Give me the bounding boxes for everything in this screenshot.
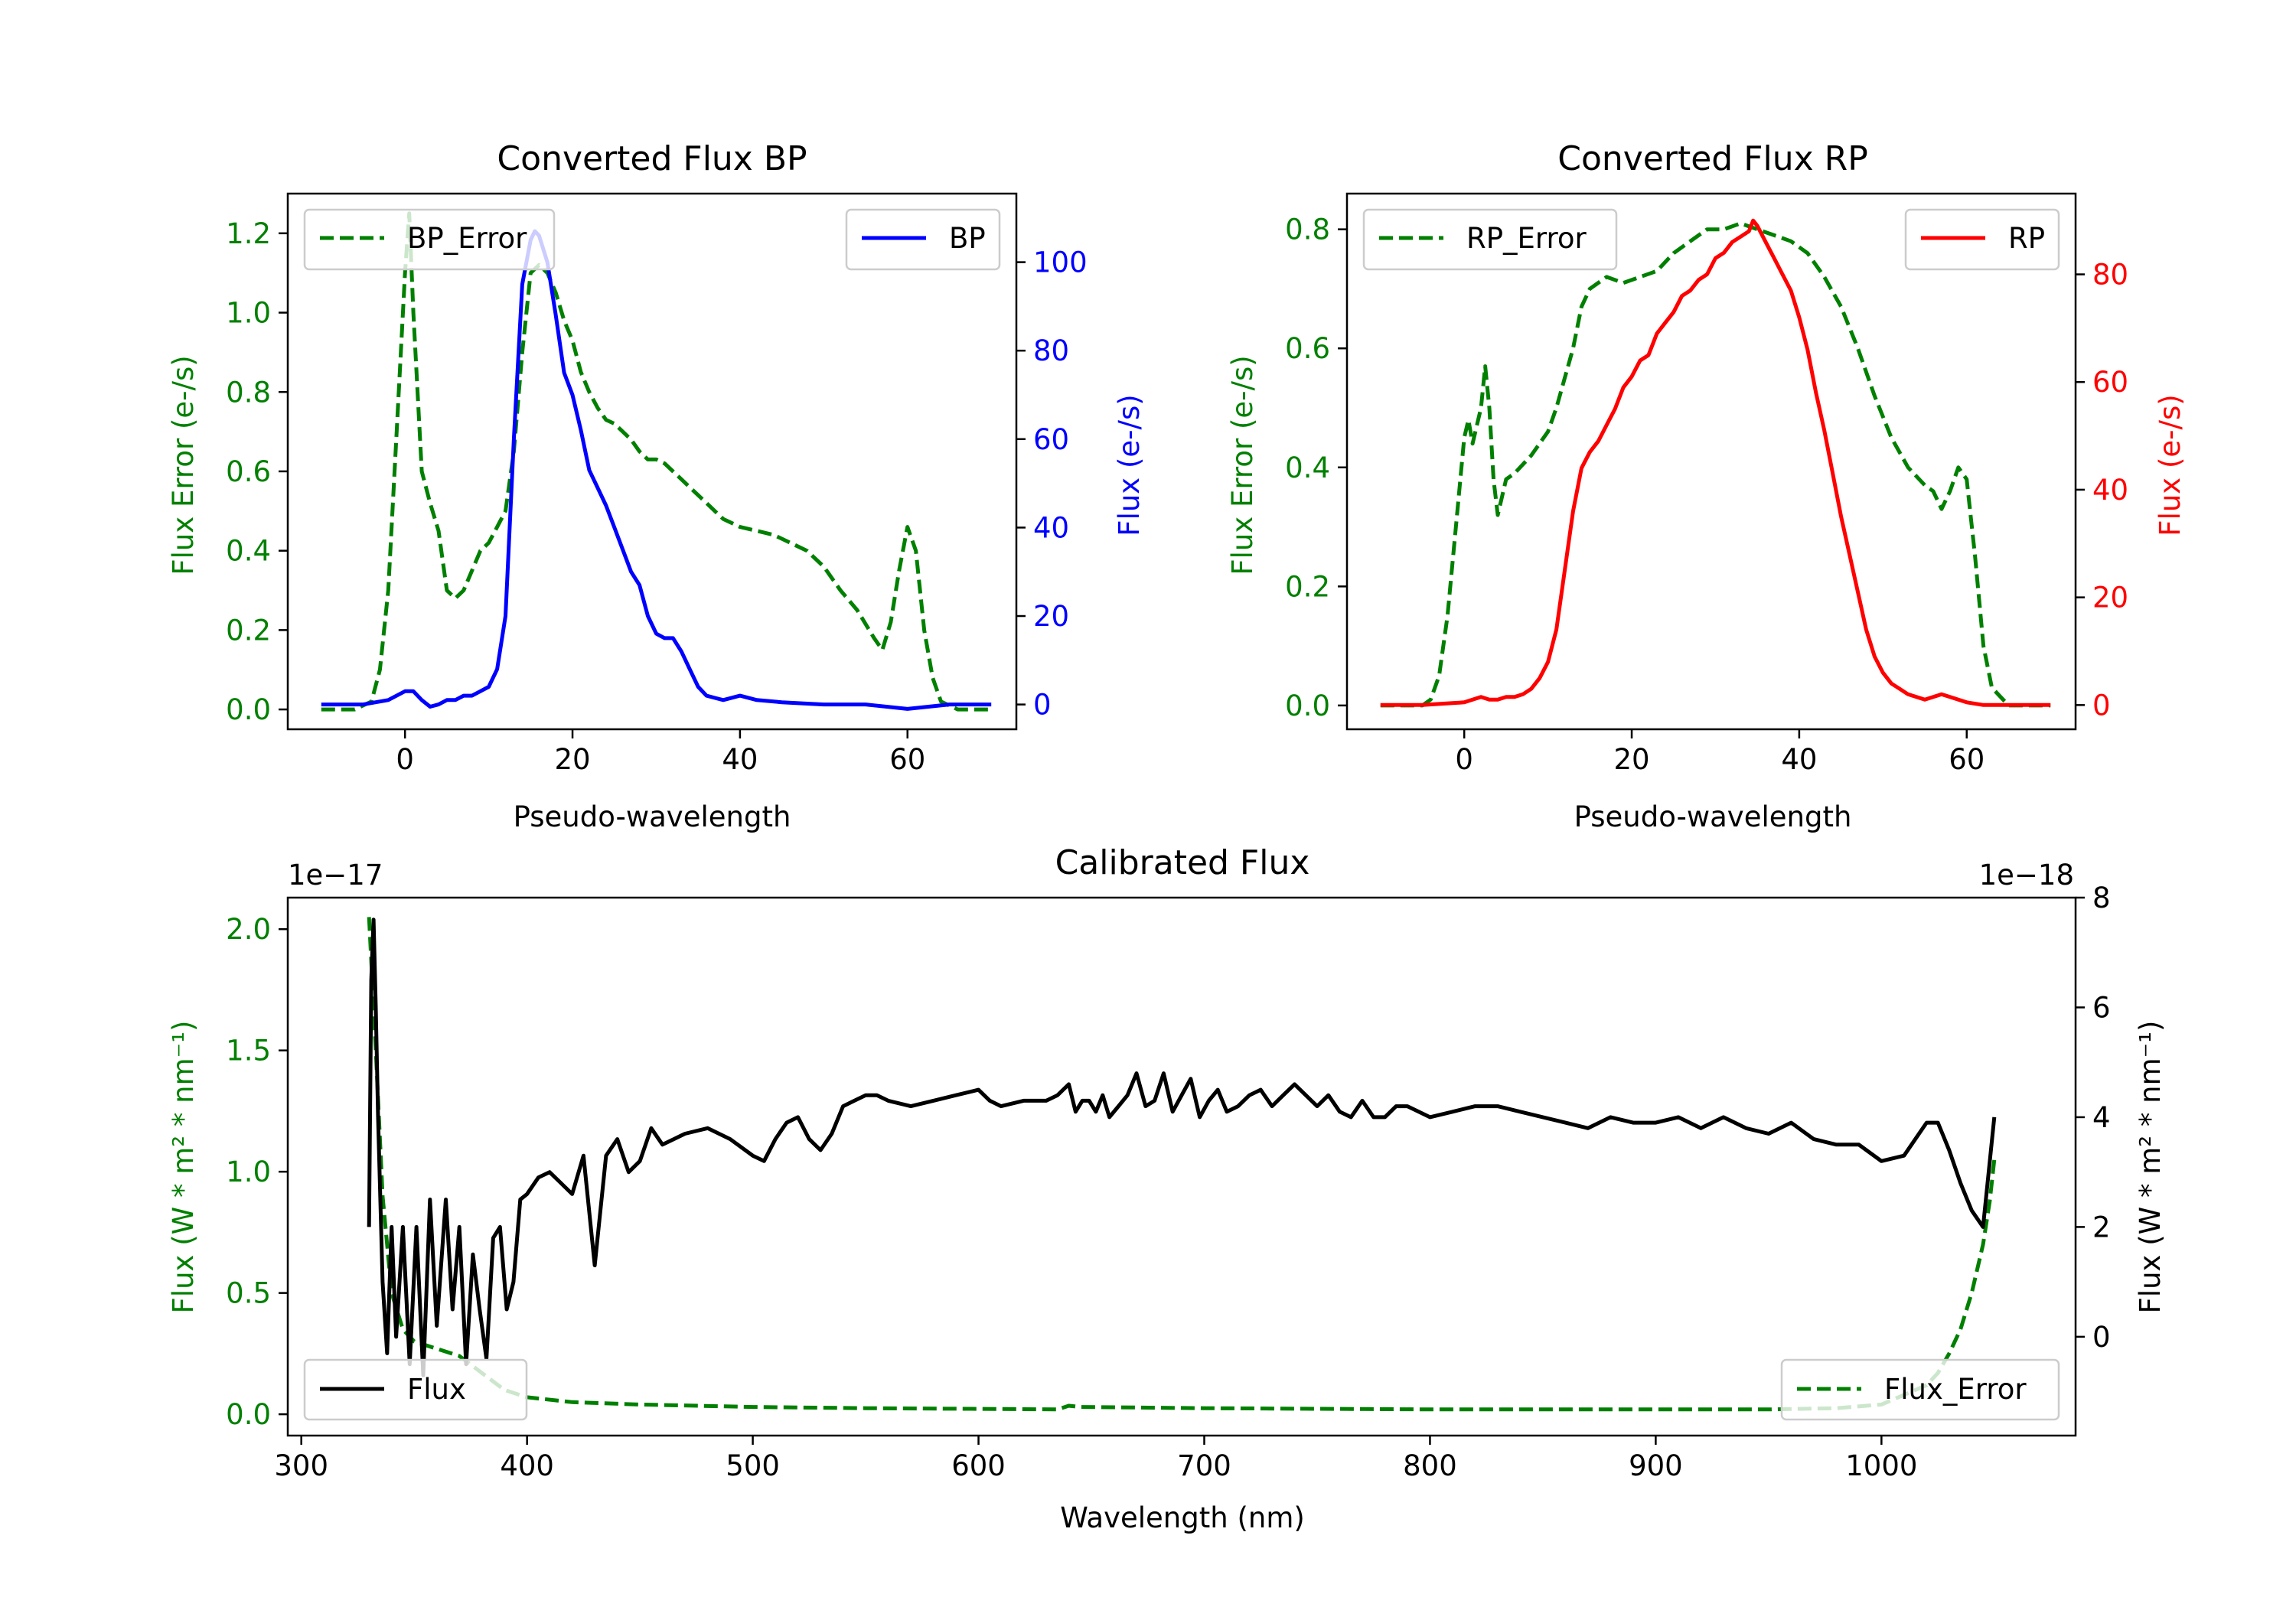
rp-axes-frame: [1345, 192, 2077, 731]
rp-ytick-right-label: 60: [2092, 366, 2128, 399]
rp-ytick-left-label: 0.8: [1285, 214, 1330, 246]
bp-ytick-left-label: 0.8: [226, 376, 271, 409]
cal-ytick-left-label: 0.5: [226, 1277, 271, 1310]
bp-ytick-right-label: 20: [1033, 600, 1069, 633]
bp-ytick-left-label: 1.0: [226, 297, 271, 330]
cal-ylabel-right: Flux (W * m² * nm⁻¹): [2134, 1021, 2167, 1314]
cal-ytick-right-label: 2: [2092, 1211, 2111, 1244]
rp-legend-right-label: RP: [2008, 222, 2045, 255]
rp-plot-area: 0 20 40 60 0.0 0.2 0.4 0.6 0.8 0 20 40 60 80: [1285, 192, 2128, 776]
rp-ylabel-left: Flux Error (e-/s): [1226, 355, 1259, 575]
bp-legend-left: BP_Error: [303, 208, 556, 271]
cal-title: Calibrated Flux: [1055, 843, 1310, 882]
cal-xtick-label: 800: [1403, 1449, 1457, 1482]
rp-subplot: Converted Flux RP 0 20 40 60 0.0 0.2 0.4 0.6 0.8…: [1226, 139, 2187, 833]
rp-ylabel-right: Flux (e-/s): [2154, 394, 2187, 536]
cal-xlabel: Wavelength (nm): [1060, 1501, 1305, 1534]
bp-ytick-left-label: 0.2: [226, 614, 271, 647]
cal-plot-area: 300 400 500 600 700 800 900 1000 0.0 0.5 1.0 1.5 2.0…: [226, 882, 2110, 1482]
bp-ytick-left-label: 0.0: [226, 693, 271, 726]
cal-ytick-right-label: 4: [2092, 1101, 2111, 1134]
bp-ytick-right-label: 60: [1033, 423, 1069, 456]
cal-legend-left-label: Flux: [407, 1373, 466, 1406]
bp-legend-left-label: BP_Error: [407, 222, 527, 255]
rp-ytick-right-label: 20: [2092, 582, 2128, 614]
bp-xtick-label: 60: [889, 743, 925, 776]
bp-series-bp-error-line: [321, 211, 992, 712]
bp-ytick-left-label: 1.2: [226, 217, 271, 250]
cal-xtick-label: 500: [726, 1449, 780, 1482]
rp-series-rp-line: [1380, 218, 2051, 707]
cal-xtick-label: 1000: [1845, 1449, 1917, 1482]
cal-offset-left: 1e−17: [288, 859, 383, 892]
rp-ytick-left-label: 0.0: [1285, 689, 1330, 722]
bp-xtick-label: 0: [396, 743, 414, 776]
bp-xtick-label: 20: [554, 743, 590, 776]
cal-ytick-left-label: 1.0: [226, 1156, 271, 1188]
rp-ytick-left-label: 0.2: [1285, 570, 1330, 603]
cal-xtick-label: 700: [1177, 1449, 1231, 1482]
cal-xtick-label: 600: [951, 1449, 1006, 1482]
bp-axes-frame: [286, 192, 1018, 731]
bp-title: Converted Flux BP: [497, 139, 807, 178]
cal-ytick-left-label: 0.0: [226, 1398, 271, 1431]
cal-ytick-left-label: 2.0: [226, 913, 271, 946]
bp-series-bp-line: [321, 229, 992, 711]
cal-xtick-label: 300: [274, 1449, 328, 1482]
bp-ytick-left-label: 0.4: [226, 535, 271, 568]
cal-ytick-left-label: 1.5: [226, 1035, 271, 1068]
rp-xlabel: Pseudo-wavelength: [1574, 800, 1852, 833]
bp-xlabel: Pseudo-wavelength: [514, 800, 791, 833]
rp-ytick-right-label: 0: [2092, 689, 2111, 722]
bp-ylabel-left: Flux Error (e-/s): [167, 355, 200, 575]
rp-title: Converted Flux RP: [1557, 139, 1868, 178]
bp-ytick-right-label: 100: [1033, 246, 1088, 279]
rp-ytick-left-label: 0.4: [1285, 451, 1330, 484]
bp-xtick-label: 40: [722, 743, 758, 776]
rp-legend-right: RP: [1904, 208, 2060, 271]
cal-legend-right: Flux_Error: [1780, 1358, 2060, 1421]
cal-series-flux-line: [367, 918, 1997, 1377]
rp-ytick-right-label: 40: [2092, 474, 2128, 507]
bp-ytick-left-label: 0.6: [226, 455, 271, 488]
bp-ytick-right-label: 0: [1033, 689, 1052, 722]
cal-legend-right-label: Flux_Error: [1884, 1373, 2027, 1406]
bp-plot-area: 0 20 40 60 0.0 0.2 0.4 0.6 0.8 1.0 1.2 0 20 40 60 80 100: [226, 192, 1088, 776]
cal-xtick-label: 400: [500, 1449, 554, 1482]
cal-ytick-right-label: 8: [2092, 882, 2111, 914]
rp-xtick-label: 40: [1781, 743, 1817, 776]
rp-xtick-label: 60: [1949, 743, 1985, 776]
bp-ytick-right-label: 40: [1033, 511, 1069, 544]
bp-subplot: Converted Flux BP 0 20 40 60 0.0 0.2 0.4 0.6 0.8…: [167, 139, 1146, 833]
bp-legend-right-label: BP: [949, 222, 986, 255]
bp-ylabel-right: Flux (e-/s): [1113, 394, 1146, 536]
rp-xtick-label: 20: [1613, 743, 1649, 776]
rp-series-rp-error-line: [1380, 221, 2051, 708]
rp-xtick-label: 0: [1455, 743, 1473, 776]
cal-ytick-right-label: 0: [2092, 1321, 2111, 1354]
rp-ytick-left-label: 0.6: [1285, 332, 1330, 365]
rp-legend-left: RP_Error: [1362, 208, 1618, 271]
rp-ytick-right-label: 80: [2092, 259, 2128, 292]
cal-axes-frame: [286, 896, 2077, 1437]
cal-xtick-label: 900: [1629, 1449, 1683, 1482]
cal-legend-left: Flux: [303, 1358, 528, 1421]
bp-legend-right: BP: [845, 208, 1001, 271]
cal-ylabel-left: Flux (W * m² * nm⁻¹): [167, 1021, 200, 1314]
cal-ytick-right-label: 6: [2092, 991, 2111, 1024]
bp-ytick-right-label: 80: [1033, 334, 1069, 367]
rp-legend-left-label: RP_Error: [1466, 222, 1587, 255]
cal-subplot: Calibrated Flux 1e−17 1e−18 300 400 500 600…: [167, 843, 2167, 1534]
cal-offset-right: 1e−18: [1979, 859, 2074, 892]
